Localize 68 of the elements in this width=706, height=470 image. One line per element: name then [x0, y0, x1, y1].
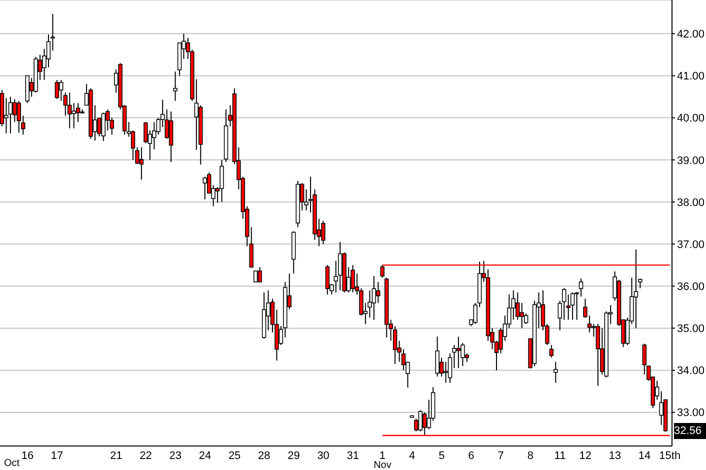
- y-tick-label: 40.00: [677, 112, 705, 125]
- y-tick-label: 37.00: [677, 238, 705, 251]
- candlestick: [249, 226, 254, 268]
- candlestick: [511, 290, 516, 320]
- x-tick-label: 5: [438, 450, 445, 462]
- x-tick-label: 14: [638, 450, 651, 462]
- candlestick: [253, 270, 258, 282]
- candlestick: [350, 264, 355, 293]
- candlestick: [338, 241, 342, 291]
- candlestick: [570, 292, 575, 320]
- candlestick: [59, 79, 64, 102]
- x-tick-label: 31: [346, 450, 360, 462]
- x-tick-label: 16: [21, 450, 34, 462]
- x-tick-label: 8: [527, 450, 534, 462]
- candlestick: [54, 79, 60, 100]
- x-tick-label: 12: [579, 450, 592, 462]
- x-tick-label: 17: [50, 450, 64, 462]
- candlestick: [258, 266, 262, 282]
- text: Nov: [374, 460, 392, 470]
- candlestick: [596, 323, 600, 386]
- candlestick: [516, 292, 520, 320]
- y-tick-label: 35.00: [677, 323, 705, 336]
- y-tick-label: 42.00: [677, 28, 705, 41]
- candlestick: [220, 159, 224, 202]
- text: 32.56: [674, 422, 706, 439]
- y-tick-label: 38.00: [677, 196, 705, 209]
- candlestick: [456, 336, 461, 369]
- candlestick: [101, 112, 106, 142]
- x-tick-label: 6: [468, 450, 474, 462]
- candlestick: [173, 71, 178, 102]
- y-tick-label: 36.00: [677, 281, 705, 294]
- text: Oct: [4, 458, 20, 469]
- x-tick-label: 22: [140, 450, 152, 462]
- x-tick-label: 4: [409, 450, 416, 462]
- x-tick-label: 25: [228, 450, 241, 462]
- candlestick: [554, 361, 558, 384]
- candlestick: [139, 146, 144, 180]
- candlestick: [549, 344, 554, 358]
- y-tick-label: 34.00: [677, 365, 705, 378]
- candlestick: [8, 96, 13, 134]
- x-tick-label: 15th: [659, 450, 681, 462]
- x-tick-label: 11: [554, 450, 566, 462]
- y-tick-label: 39.00: [677, 154, 705, 167]
- candlestick: [376, 281, 380, 304]
- candlestick: [578, 278, 584, 298]
- candlestick: [202, 176, 207, 200]
- candlestick: [418, 410, 423, 432]
- x-tick-label: 1: [379, 450, 386, 462]
- x-tick-label: 24: [198, 450, 212, 462]
- x-tick-label: 29: [288, 450, 300, 462]
- candlestick: [68, 92, 72, 129]
- x-tick-label: 13: [608, 450, 622, 462]
- x-tick-label: 28: [258, 450, 270, 462]
- x-tick-label: 21: [110, 450, 122, 462]
- x-tick-label: 7: [498, 450, 504, 462]
- candlestick: [72, 102, 76, 129]
- y-tick-label: 41.00: [677, 70, 705, 83]
- candlestick: [520, 302, 524, 329]
- x-tick-label: 30: [317, 450, 330, 462]
- candlestick: [444, 361, 448, 384]
- candlestick: [634, 249, 638, 329]
- y-tick-label: 33.00: [677, 407, 705, 420]
- candlestick: [435, 336, 440, 378]
- candlestick: [321, 220, 326, 245]
- candlestick: [372, 276, 376, 320]
- candlestick: [16, 100, 22, 134]
- candlestick: [325, 264, 330, 296]
- x-tick-label: 23: [169, 450, 182, 462]
